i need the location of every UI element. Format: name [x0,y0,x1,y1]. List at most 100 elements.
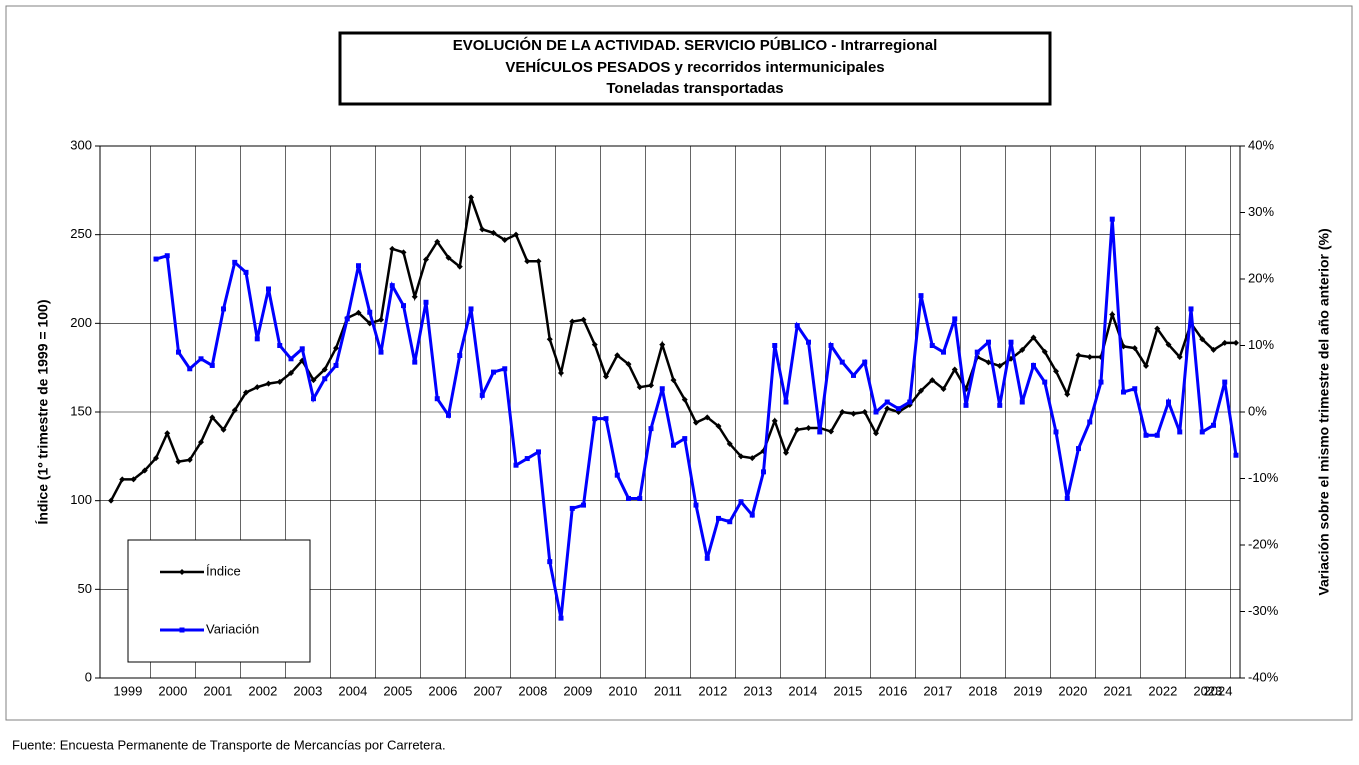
y-tick-label: 300 [70,137,92,152]
x-tick-label: 2003 [293,683,322,698]
marker [839,359,845,365]
source-note: Fuente: Encuesta Permanente de Transport… [12,737,446,752]
marker [749,455,756,462]
marker [693,502,699,508]
marker [423,256,429,263]
marker [614,472,620,478]
marker [491,369,496,375]
marker [457,352,463,358]
marker [1176,354,1183,361]
marker [1165,341,1172,348]
x-tick-label: 2023 [1193,683,1222,698]
marker [524,258,531,265]
marker [164,253,170,259]
marker [648,382,654,389]
marker [896,406,901,412]
marker [209,362,215,368]
marker [209,414,216,421]
marker [715,423,722,430]
x-tick-label: 2004 [338,683,367,698]
marker [727,519,733,525]
marker [501,236,508,243]
y2-tick-label: 30% [1248,204,1274,219]
marker [1087,419,1093,425]
marker [1076,446,1081,452]
marker [1199,336,1206,343]
marker [333,345,339,352]
marker [1233,452,1239,458]
marker [524,456,530,462]
marker [738,453,744,460]
x-tick-label: 2016 [878,683,907,698]
y-tick-label: 100 [70,492,92,507]
marker [951,366,958,373]
x-tick-label: 2013 [743,683,772,698]
marker [232,259,238,265]
x-tick-label: 2020 [1058,683,1087,698]
marker [367,309,373,315]
marker [772,343,778,348]
marker [929,343,935,348]
marker [277,343,283,348]
x-tick-label: 2021 [1103,683,1132,698]
marker [299,346,305,352]
marker [400,249,407,256]
marker [974,349,980,355]
marker [1131,345,1138,352]
x-tick-label: 2019 [1013,683,1042,698]
marker [1008,339,1014,345]
marker [996,362,1003,369]
marker [1233,339,1239,346]
y-tick-label: 250 [70,226,92,241]
marker [636,384,643,391]
legend-marker [179,569,185,575]
marker [153,455,159,462]
marker [907,399,913,405]
marker [603,373,609,380]
y-axis-label: Índice (1º trimestre de 1999 = 100) [35,300,51,525]
marker [1177,429,1183,435]
x-tick-label: 2010 [608,683,637,698]
x-tick-label: 1999 [113,683,142,698]
marker [401,303,406,309]
marker [1211,422,1216,428]
marker [1042,379,1048,385]
marker [940,385,947,392]
marker [276,378,283,385]
marker [288,356,294,362]
marker [862,359,868,365]
marker [446,412,451,418]
marker [1053,429,1059,435]
marker [176,349,181,355]
marker [806,339,811,345]
marker [1019,346,1026,353]
marker [805,424,812,431]
marker [243,389,249,396]
marker [1053,368,1059,375]
marker [851,372,856,378]
legend-box [127,539,311,663]
marker [119,476,126,483]
marker [671,442,676,448]
marker [918,293,924,299]
marker [726,440,733,447]
y2-tick-label: -30% [1248,603,1279,618]
marker [535,258,542,265]
marker [254,336,260,342]
marker [1199,429,1205,435]
marker [321,366,328,373]
y2-tick-label: 0% [1248,403,1267,418]
marker [659,341,666,348]
legend-marker [179,627,185,633]
x-tick-label: 2009 [563,683,592,698]
marker [569,505,575,511]
marker [558,615,564,621]
marker [1154,432,1160,438]
marker [243,269,249,275]
marker [1221,339,1228,346]
legend-label: Índice [206,563,241,578]
x-tick-label: 2017 [923,683,952,698]
marker [479,392,485,398]
marker [266,286,271,292]
marker [1188,306,1194,312]
